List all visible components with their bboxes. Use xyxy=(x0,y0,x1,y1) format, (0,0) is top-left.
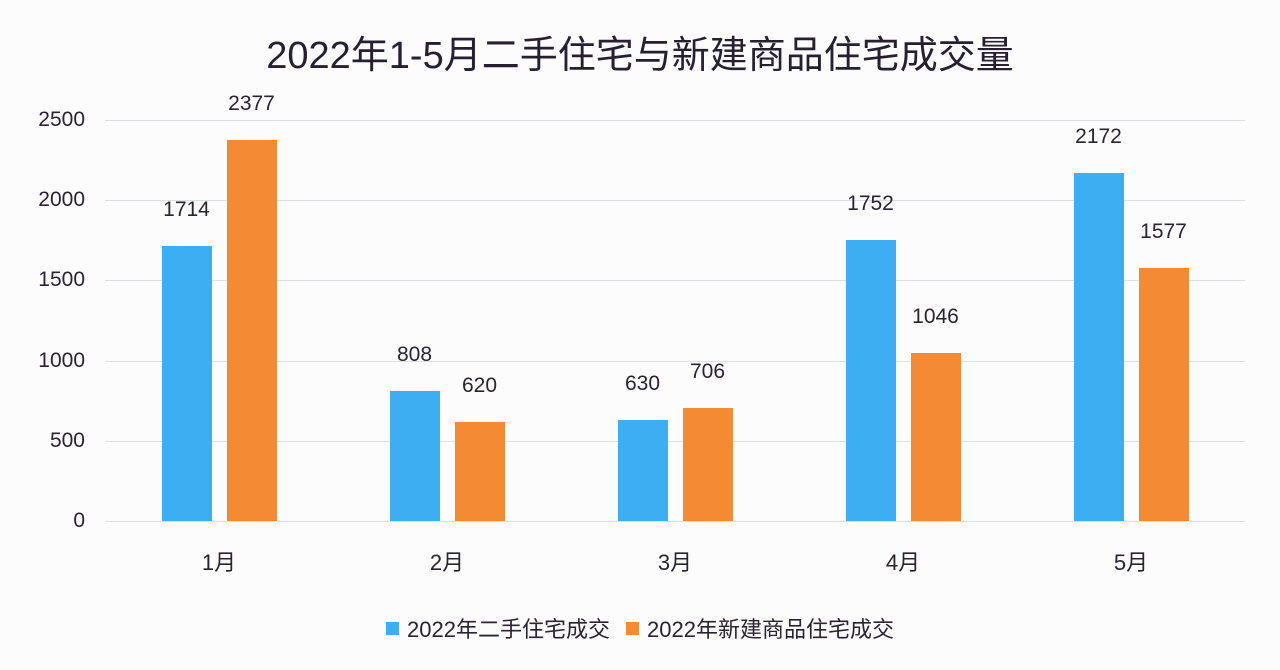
bar-value-label: 1577 xyxy=(1140,220,1187,244)
bar[interactable] xyxy=(226,139,277,521)
bar[interactable] xyxy=(910,353,961,521)
legend-label-new: 2022年新建商品住宅成交 xyxy=(647,617,894,642)
bar[interactable] xyxy=(845,239,896,521)
legend-item-secondhand[interactable]: 2022年二手住宅成交 xyxy=(386,612,610,644)
x-tick-label: 4月 xyxy=(885,550,921,575)
x-tick-label: 3月 xyxy=(657,550,693,575)
bar[interactable] xyxy=(161,246,212,521)
bar-value-label: 620 xyxy=(461,373,498,397)
legend-item-new[interactable]: 2022年新建商品住宅成交 xyxy=(626,612,894,644)
x-tick-label: 2月 xyxy=(429,550,465,575)
x-tick-label: 1月 xyxy=(201,550,237,575)
bar-value-label: 808 xyxy=(396,343,433,367)
bar-value-label: 1752 xyxy=(847,191,894,215)
gridline xyxy=(105,200,1245,202)
gridline xyxy=(105,280,1245,282)
gridline xyxy=(105,440,1245,442)
bar-value-label: 706 xyxy=(689,359,726,383)
legend: 2022年二手住宅成交 2022年新建商品住宅成交 xyxy=(0,612,1280,644)
legend-swatch-secondhand xyxy=(386,621,400,635)
y-tick-label: 2500 xyxy=(38,108,85,131)
plot-area: 1714 2377 808 620 630 706 1752 1046 2172 1577 xyxy=(105,92,1245,522)
x-tick-label: 5月 xyxy=(1113,550,1149,575)
y-tick-label: 0 xyxy=(73,509,85,532)
bar[interactable] xyxy=(682,407,733,521)
bar[interactable] xyxy=(617,419,668,521)
bar[interactable] xyxy=(389,391,440,521)
gridline xyxy=(105,120,1245,121)
legend-swatch-new xyxy=(626,621,639,635)
y-tick-label: 500 xyxy=(49,428,85,452)
bar[interactable] xyxy=(1073,172,1124,521)
bar-value-label: 2172 xyxy=(1075,124,1122,148)
chart-title: 2022年1-5月二手住宅与新建商品住宅成交量 xyxy=(266,35,1014,77)
bar[interactable] xyxy=(454,421,505,521)
y-tick-label: 2000 xyxy=(38,188,85,212)
bar-value-label: 2377 xyxy=(228,91,275,115)
bar-value-label: 1046 xyxy=(912,305,959,329)
bar-value-label: 1714 xyxy=(163,198,210,222)
legend-label-secondhand: 2022年二手住宅成交 xyxy=(407,617,610,642)
bar[interactable] xyxy=(1138,268,1189,521)
y-tick-label: 1500 xyxy=(38,268,85,292)
y-tick-label: 1000 xyxy=(38,348,85,372)
bar-value-label: 630 xyxy=(624,371,661,395)
gridline xyxy=(105,360,1245,362)
gridline xyxy=(105,521,1245,522)
